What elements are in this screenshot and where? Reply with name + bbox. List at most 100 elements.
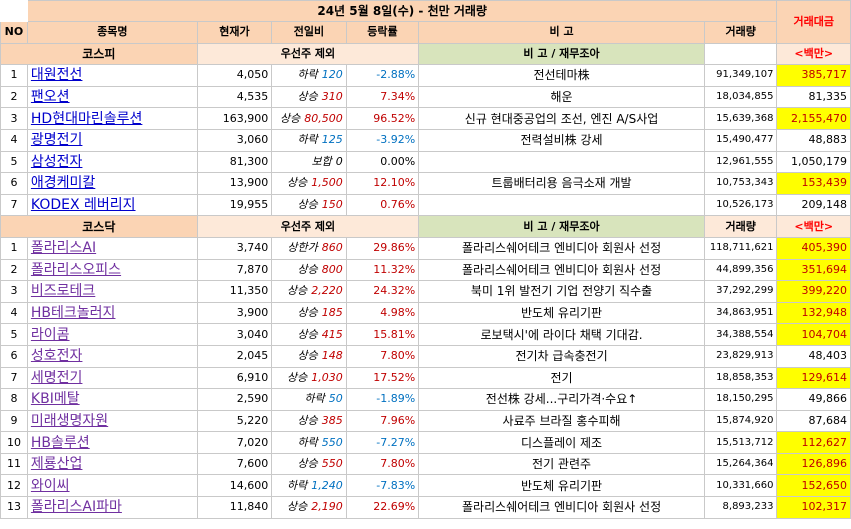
stock-name-link[interactable]: KBI메탈 [26, 388, 198, 411]
table-row: 3 HD현대마린솔루션 163,900 상승 80,500 96.52% 신규 현대중공업의… [0, 107, 851, 130]
kosdaq-label: 코스닥 [0, 215, 198, 238]
trade-amount: 2,155,470 [776, 107, 851, 130]
current-price: 4,535 [196, 85, 273, 109]
trade-amount: 102,317 [776, 496, 851, 519]
stock-name-link[interactable]: 폴라리스AI파마 [26, 496, 198, 519]
change-rate: 0.76% [345, 193, 420, 217]
row-number: 5 [0, 150, 28, 174]
change-amount: 125 [321, 133, 343, 147]
stock-name-link[interactable]: HB테크놀러지 [26, 301, 198, 325]
change-direction: 하락 [286, 478, 308, 492]
trade-amount: 104,704 [776, 323, 851, 346]
current-price: 7,870 [196, 258, 273, 282]
trade-amount: 132,948 [776, 301, 851, 325]
change-amount: 860 [321, 241, 343, 255]
remark: 해운 [418, 85, 705, 109]
stock-name-link[interactable]: 세명전기 [26, 366, 198, 390]
volume: 15,264,364 [703, 452, 778, 476]
change-cell: 상승 185 [271, 301, 347, 325]
row-number: 9 [0, 409, 28, 433]
kospi-label: 코스피 [0, 42, 198, 66]
change-rate: 24.32% [345, 280, 420, 303]
trade-amount: 153,439 [776, 172, 851, 195]
stock-name-link[interactable]: KODEX 레버리지 [26, 193, 198, 217]
header-amount: 거래대금 [776, 0, 851, 44]
table-title: 24년 5월 8일(수) - 천만 거래량 [26, 0, 778, 22]
trade-amount: 209,148 [776, 193, 851, 217]
table-row: 3 비즈로테크 11,350 상승 2,220 24.32% 북미 1위 발전기 기업 전양… [0, 280, 851, 303]
kosdaq-excl: 우선주 제외 [196, 215, 420, 238]
change-direction: 상승 [297, 457, 318, 471]
volume: 34,863,951 [703, 301, 778, 325]
stock-name-link[interactable]: 성호전자 [26, 344, 198, 368]
trade-amount: 1,050,179 [776, 150, 851, 174]
stock-name-link[interactable]: 와이씨 [26, 474, 198, 498]
volume: 15,639,368 [703, 107, 778, 130]
change-amount: 120 [321, 68, 343, 82]
remark: 전력설비株 강세 [418, 128, 705, 152]
row-number: 6 [0, 172, 28, 195]
header-change: 전일비 [271, 21, 347, 44]
change-cell: 상승 385 [271, 409, 347, 433]
table-row: 6 애경케미칼 13,900 상승 1,500 12.10% 트룹배터리용 음극소재 개발 1… [0, 172, 851, 195]
table-row: 5 라이콤 3,040 상승 415 15.81% 로보택시'에 라이다 채택 기대감. 34… [0, 323, 851, 346]
change-direction: 상승 [297, 349, 318, 363]
volume: 15,874,920 [703, 409, 778, 433]
current-price: 3,740 [196, 236, 273, 260]
change-amount: 150 [321, 198, 343, 212]
change-rate: -2.88% [345, 64, 420, 87]
row-number: 5 [0, 323, 28, 346]
remark [418, 193, 705, 217]
trade-amount: 49,866 [776, 388, 851, 411]
change-rate: -3.92% [345, 128, 420, 152]
table-row: 4 광명전기 3,060 하락 125 -3.92% 전력설비株 강세 15,490,477 4… [0, 128, 851, 152]
change-rate: 15.81% [345, 323, 420, 346]
stock-name-link[interactable]: 애경케미칼 [26, 172, 198, 195]
change-direction: 상승 [286, 500, 308, 514]
stock-name-link[interactable]: HB솔루션 [26, 431, 198, 454]
row-number: 13 [0, 496, 28, 519]
change-amount: 50 [328, 392, 343, 406]
change-rate: 7.80% [345, 344, 420, 368]
stock-name-link[interactable]: 폴라리스AI [26, 236, 198, 260]
trade-amount: 81,335 [776, 85, 851, 109]
row-number: 4 [0, 301, 28, 325]
row-number: 4 [0, 128, 28, 152]
table-row: 1 대원전선 4,050 하락 120 -2.88% 전선테마株 91,349,107 385,… [0, 64, 851, 87]
trade-amount: 399,220 [776, 280, 851, 303]
change-amount: 80,500 [304, 111, 343, 125]
change-amount: 2,190 [311, 500, 343, 514]
remark: 트룹배터리용 음극소재 개발 [418, 172, 705, 195]
change-amount: 185 [321, 306, 343, 320]
table-row: 12 와이씨 14,600 하락 1,240 -7.83% 반도체 유리기판 10,331,6… [0, 474, 851, 498]
volume: 44,899,356 [703, 258, 778, 282]
stock-name-link[interactable]: 미래생명자원 [26, 409, 198, 433]
stock-name-link[interactable]: 팬오션 [26, 85, 198, 109]
change-cell: 하락 125 [271, 128, 347, 152]
change-cell: 상한가 860 [271, 236, 347, 260]
title-row: 24년 5월 8일(수) - 천만 거래량 거래대금 [0, 0, 851, 44]
stock-name-link[interactable]: 제룡산업 [26, 452, 198, 476]
stock-name-link[interactable]: 라이콤 [26, 323, 198, 346]
row-number: 8 [0, 388, 28, 411]
table-row: 9 미래생명자원 5,220 상승 385 7.96% 사료주 브라질 홍수피해 15,874… [0, 409, 851, 433]
current-price: 5,220 [196, 409, 273, 433]
stock-name-link[interactable]: 삼성전자 [26, 150, 198, 174]
kospi-excl: 우선주 제외 [196, 42, 420, 66]
change-cell: 상승 150 [271, 193, 347, 217]
remark: 반도체 유리기판 [418, 474, 705, 498]
current-price: 7,020 [196, 431, 273, 454]
header-price: 현재가 [196, 21, 273, 44]
remark: 폴라리스쉐어테크 엔비디아 회원사 선정 [418, 258, 705, 282]
stock-name-link[interactable]: 폴라리스오피스 [26, 258, 198, 282]
stock-name-link[interactable]: HD현대마린솔루션 [26, 107, 198, 130]
current-price: 81,300 [196, 150, 273, 174]
remark: 북미 1위 발전기 기업 전양기 직수출 [418, 280, 705, 303]
stock-name-link[interactable]: 비즈로테크 [26, 280, 198, 303]
volume: 118,711,621 [703, 236, 778, 260]
stock-name-link[interactable]: 대원전선 [26, 64, 198, 87]
remark: 로보택시'에 라이다 채택 기대감. [418, 323, 705, 346]
remark: 사료주 브라질 홍수피해 [418, 409, 705, 433]
row-number: 6 [0, 344, 28, 368]
stock-name-link[interactable]: 광명전기 [26, 128, 198, 152]
